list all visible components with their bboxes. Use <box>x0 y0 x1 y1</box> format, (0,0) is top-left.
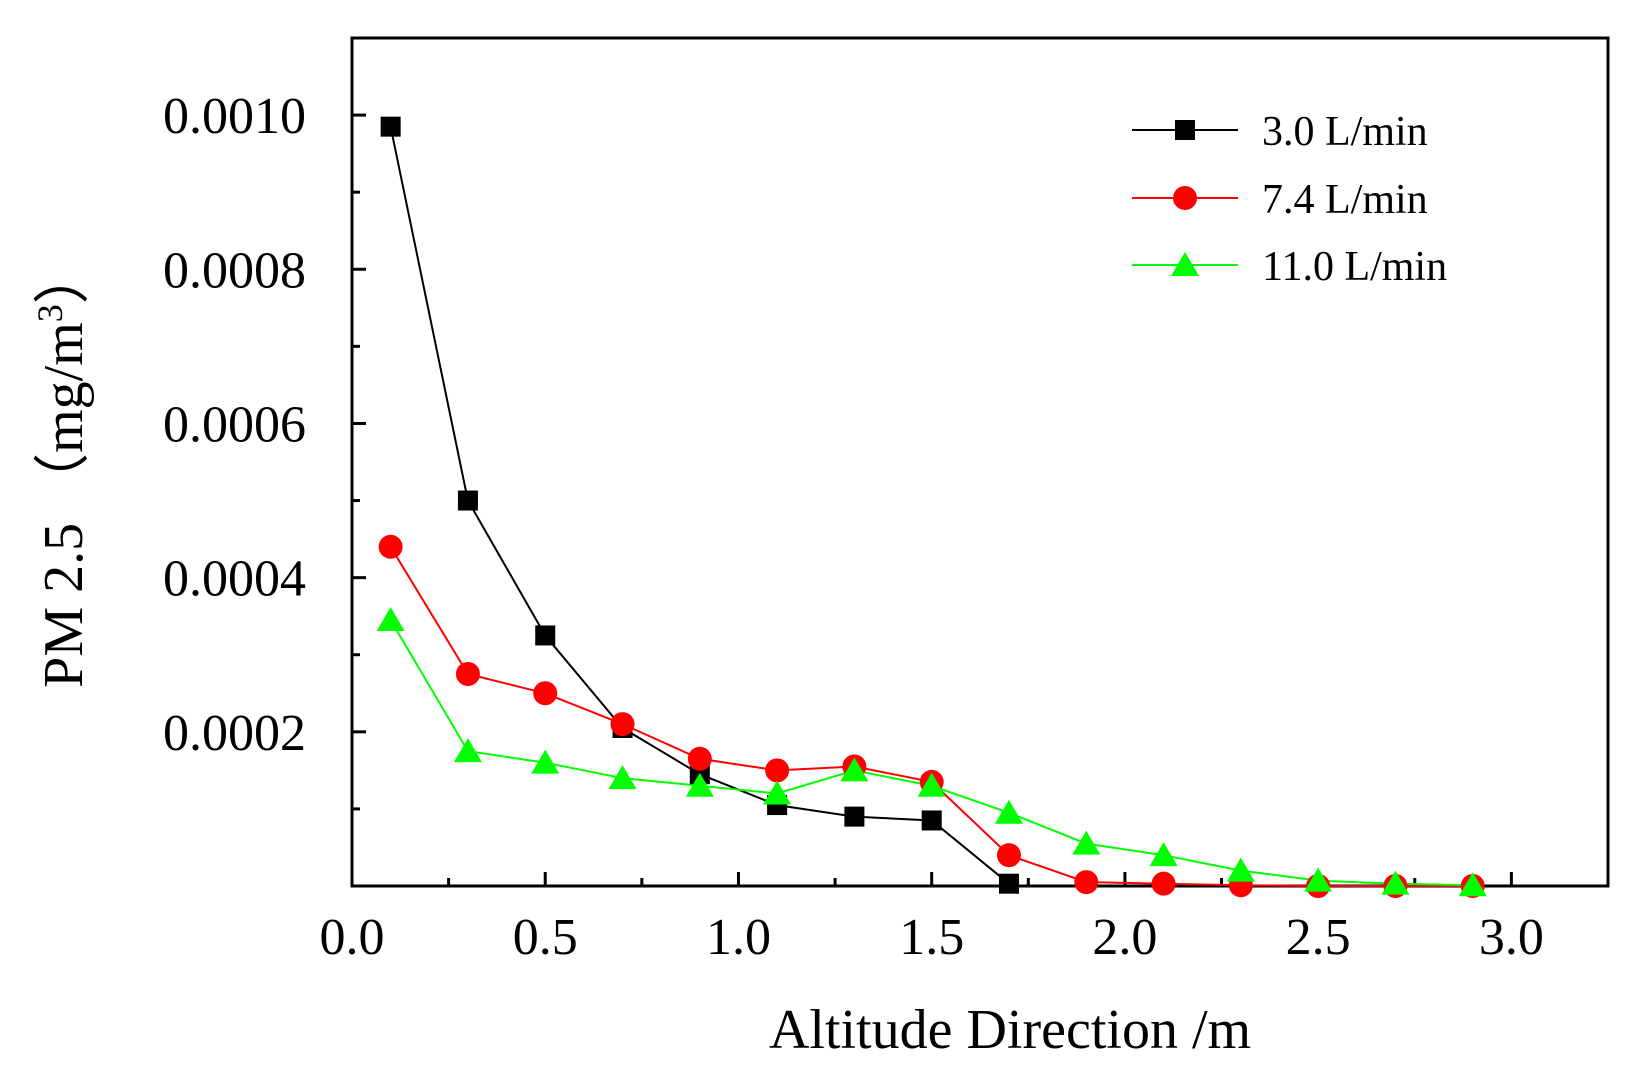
y-tick-label: 0.0002 <box>163 705 306 762</box>
x-tick-label: 1.0 <box>706 909 771 966</box>
series-1-point <box>457 490 478 511</box>
series-2-point <box>455 662 480 686</box>
series-1-point <box>921 810 942 831</box>
x-tick-label: 2.5 <box>1286 909 1351 966</box>
axis-tick-labels: 0.0 0.5 1.0 1.5 2.0 2.5 3.0 0.0002 0.0004 0.0006 0… <box>163 88 1544 966</box>
series-3-point <box>531 749 560 774</box>
y-tick-label: 0.0008 <box>163 242 306 299</box>
series-3-point <box>1072 830 1101 855</box>
series-1-point <box>535 625 556 646</box>
series-3-point <box>453 738 482 763</box>
series-1-point <box>998 873 1019 894</box>
y-tick-label: 0.0006 <box>163 396 306 453</box>
x-tick-label: 3.0 <box>1479 909 1544 966</box>
plot-frame <box>350 36 1610 888</box>
series-3-point <box>1458 872 1487 897</box>
series-3-point <box>685 772 714 797</box>
series-3-point <box>994 799 1023 824</box>
x-tick-label: 0.5 <box>513 909 578 966</box>
x-tick-label: 0.0 <box>320 909 385 966</box>
legend-marker-2 <box>1173 186 1197 210</box>
series-3-point <box>608 765 637 790</box>
series-2-point <box>1151 871 1176 896</box>
series-2-point <box>533 681 558 706</box>
series-1-point <box>844 806 865 827</box>
chart-legend: 3.0 L/min 7.4 L/min 11.0 L/min <box>1132 109 1447 290</box>
x-axis-title: Altitude Direction /m <box>769 999 1251 1061</box>
series-3-point <box>840 757 869 782</box>
series-3-point <box>376 607 405 632</box>
series-1-point <box>380 116 401 137</box>
series-3-point <box>1381 870 1410 895</box>
series-2-point <box>765 758 790 783</box>
series-3-point <box>1149 842 1178 867</box>
series-2-point <box>996 843 1021 868</box>
y-axis-title: PM 2.5 （mg/m3） <box>30 248 95 688</box>
legend-marker-1 <box>1175 120 1195 140</box>
series-3-point <box>763 780 792 805</box>
series-line-3 <box>389 619 1473 887</box>
series-3-point <box>1226 857 1255 882</box>
y-tick-label: 0.0004 <box>163 551 306 608</box>
series-markers <box>376 116 1487 898</box>
series-2-point <box>687 746 712 771</box>
series-3-point <box>917 772 946 797</box>
series-line-2 <box>389 546 1473 887</box>
y-tick-label: 0.0010 <box>163 88 306 145</box>
series-3-point <box>1304 867 1333 892</box>
series-2-point <box>378 534 403 559</box>
legend-label-1: 3.0 L/min <box>1262 109 1428 155</box>
series-2-point <box>1074 870 1099 895</box>
legend-marker-3 <box>1171 252 1199 276</box>
legend-label-2: 7.4 L/min <box>1262 177 1428 223</box>
series-2-point <box>610 712 635 737</box>
x-tick-label: 2.0 <box>1092 909 1157 966</box>
x-tick-label: 1.5 <box>899 909 964 966</box>
legend-label-3: 11.0 L/min <box>1262 244 1447 290</box>
